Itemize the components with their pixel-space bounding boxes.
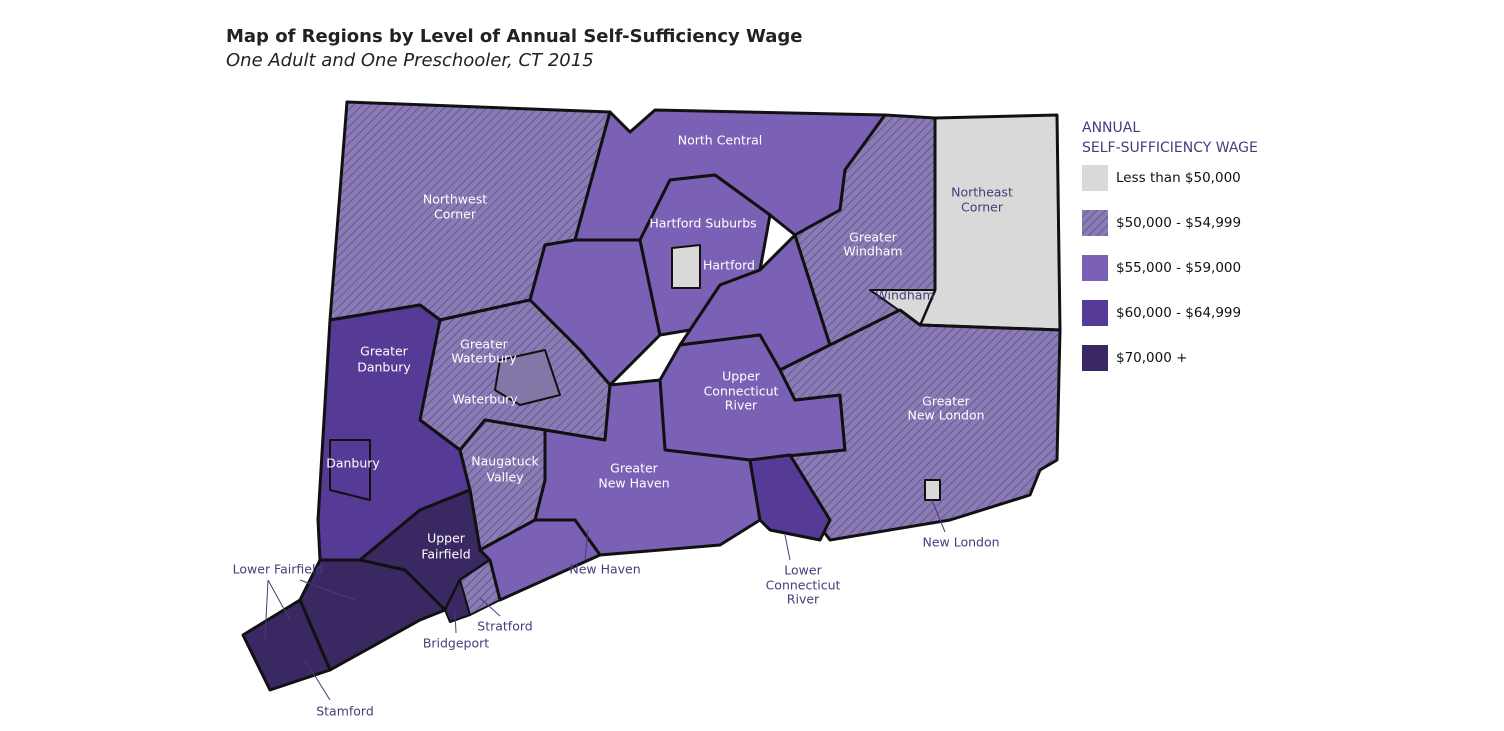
legend: ANNUAL SELF-SUFFICIENCY WAGE Less than $…: [1082, 120, 1258, 371]
region: [924, 479, 941, 501]
legend-swatch: [1082, 165, 1108, 191]
region-label: Waterbury: [451, 351, 517, 366]
region: [478, 518, 602, 602]
region-label: Greater: [849, 230, 897, 245]
region-label: Valley: [486, 470, 524, 485]
legend-title: ANNUAL: [1082, 120, 1140, 136]
leader-line: [454, 611, 457, 634]
region-label: New London: [907, 408, 984, 423]
region-label: Hartford Suburbs: [649, 216, 756, 231]
region: [494, 349, 561, 406]
region-label: Connecticut: [704, 384, 779, 399]
subtitle: One Adult and One Preschooler, CT 2015: [226, 50, 594, 71]
legend-swatch: [1082, 345, 1108, 371]
region-label: Fairfield: [421, 547, 470, 562]
legend-label: Less than $50,000: [1116, 170, 1241, 186]
leader-line: [784, 534, 791, 561]
region-label: Greater: [610, 461, 658, 476]
region: [748, 453, 832, 542]
region: [748, 308, 1062, 542]
legend-swatch: [1082, 210, 1108, 236]
legend-label: $55,000 - $59,000: [1116, 260, 1241, 276]
region-label: Greater: [460, 337, 508, 352]
region-label: Upper: [427, 531, 466, 546]
region-labels: Northwest Corner North Central Hartford …: [233, 133, 1013, 719]
legend-swatch: [1082, 255, 1108, 281]
legend-label: $60,000 - $64,999: [1116, 305, 1241, 321]
region: [329, 439, 371, 501]
legend-swatch: [1082, 300, 1108, 326]
region-label: Corner: [961, 200, 1004, 215]
region-label: New Haven: [598, 476, 669, 491]
region: [241, 598, 332, 692]
region-label: Greater: [922, 394, 970, 409]
region-label: Greater: [360, 344, 408, 359]
region: [671, 244, 701, 289]
leader-lines: [264, 499, 946, 701]
title: Map of Regions by Level of Annual Self-S…: [226, 26, 802, 47]
region-label: Stratford: [477, 619, 532, 634]
region: [918, 113, 1062, 332]
legend-label: $50,000 - $54,999: [1116, 215, 1241, 231]
region-label: Bridgeport: [423, 636, 489, 651]
legend-title: SELF-SUFFICIENCY WAGE: [1082, 140, 1258, 156]
region-label: River: [787, 592, 820, 607]
leader-line: [931, 499, 946, 533]
region-label: Corner: [434, 207, 477, 222]
region-label: North Central: [678, 133, 762, 148]
region-label: New London: [922, 535, 999, 550]
leader-line: [584, 529, 589, 561]
region-label: Northeast: [951, 185, 1013, 200]
map: [241, 100, 1062, 692]
leader-line: [264, 579, 356, 641]
region-label: Naugatuck: [471, 454, 539, 469]
region: [869, 289, 936, 326]
region-label: Windham: [843, 244, 902, 259]
region-label: River: [725, 398, 758, 413]
legend-label: $70,000 +: [1116, 350, 1187, 366]
region-label: Upper: [722, 369, 761, 384]
region-label: New Haven: [569, 562, 640, 577]
region-label: Connecticut: [766, 578, 841, 593]
region-label: Windham: [875, 288, 934, 303]
region-label: Danbury: [357, 360, 411, 375]
leader-line: [304, 659, 331, 701]
region-label: Hartford: [703, 258, 755, 273]
region-label: Waterbury: [452, 392, 518, 407]
region-label: Lower: [784, 563, 822, 578]
region-label: Northwest: [423, 192, 487, 207]
leader-line: [479, 597, 501, 617]
region-label: Danbury: [326, 456, 380, 471]
region-label: Lower Fairfield: [233, 562, 324, 577]
region-label: Stamford: [316, 704, 374, 719]
